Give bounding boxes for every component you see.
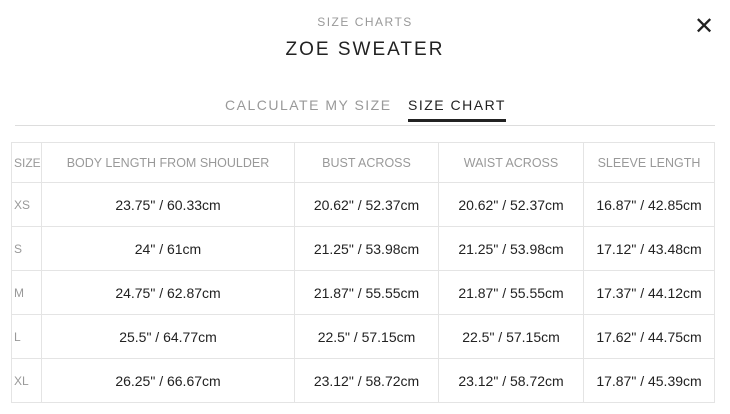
column-header: BODY LENGTH FROM SHOULDER (41, 142, 295, 183)
column-header: WAIST ACROSS (438, 142, 584, 183)
size-label: XS (11, 182, 42, 227)
measurement-cell: 25.5" / 64.77cm (41, 314, 295, 359)
size-label: S (11, 226, 42, 271)
measurement-cell: 20.62" / 52.37cm (294, 182, 439, 227)
column-header: BUST ACROSS (294, 142, 439, 183)
measurement-cell: 23.75" / 60.33cm (41, 182, 295, 227)
measurement-cell: 21.25" / 53.98cm (294, 226, 439, 271)
table-row: L 25.5" / 64.77cm 22.5" / 57.15cm 22.5" / 5… (11, 314, 715, 359)
measurement-cell: 17.62" / 44.75cm (583, 314, 715, 359)
modal-title: ZOE SWEATER (285, 39, 445, 60)
measurement-cell: 16.87" / 42.85cm (583, 182, 715, 227)
modal-subtitle: SIZE CHARTS (317, 15, 413, 29)
table-header-row: SIZE BODY LENGTH FROM SHOULDER BUST ACROSS… (11, 142, 715, 183)
table-row: XS 23.75" / 60.33cm 20.62" / 52.37cm 20.62"… (11, 182, 715, 227)
measurement-cell: 17.12" / 43.48cm (583, 226, 715, 271)
size-label: M (11, 270, 42, 315)
table-row: XL 26.25" / 66.67cm 23.12" / 58.72cm 23.12"… (11, 358, 715, 403)
tab-bar: CALCULATE MY SIZE SIZE CHART (0, 97, 730, 125)
measurement-cell: 21.87" / 55.55cm (294, 270, 439, 315)
tab-calculate-my-size[interactable]: CALCULATE MY SIZE (225, 97, 392, 113)
measurement-cell: 24.75" / 62.87cm (41, 270, 295, 315)
size-label: L (11, 314, 42, 359)
measurement-cell: 17.37" / 44.12cm (583, 270, 715, 315)
measurement-cell: 21.87" / 55.55cm (438, 270, 584, 315)
measurement-cell: 20.62" / 52.37cm (438, 182, 584, 227)
tab-size-chart[interactable]: SIZE CHART (408, 97, 506, 122)
column-header: SLEEVE LENGTH (583, 142, 715, 183)
size-label: XL (11, 358, 42, 403)
measurement-cell: 24" / 61cm (41, 226, 295, 271)
measurement-cell: 22.5" / 57.15cm (438, 314, 584, 359)
measurement-cell: 22.5" / 57.15cm (294, 314, 439, 359)
table-row: M 24.75" / 62.87cm 21.87" / 55.55cm 21.87" … (11, 270, 715, 315)
table-row: S 24" / 61cm 21.25" / 53.98cm 21.25" / 53.9… (11, 226, 715, 271)
measurement-cell: 17.87" / 45.39cm (583, 358, 715, 403)
close-icon[interactable]: ✕ (693, 13, 715, 40)
measurement-cell: 26.25" / 66.67cm (41, 358, 295, 403)
size-chart-table: SIZE BODY LENGTH FROM SHOULDER BUST ACROSS… (11, 142, 715, 403)
measurement-cell: 21.25" / 53.98cm (438, 226, 584, 271)
divider (15, 125, 715, 126)
column-header: SIZE (11, 142, 42, 183)
measurement-cell: 23.12" / 58.72cm (438, 358, 584, 403)
measurement-cell: 23.12" / 58.72cm (294, 358, 439, 403)
